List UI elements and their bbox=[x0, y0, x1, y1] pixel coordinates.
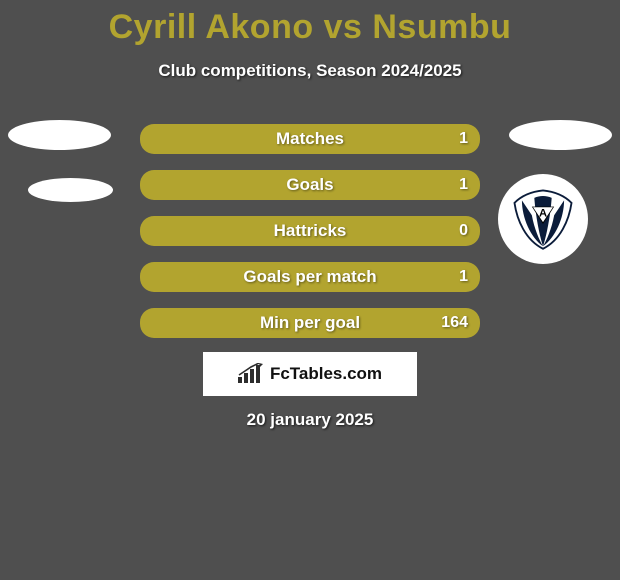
player2-avatar-placeholder bbox=[509, 120, 612, 150]
page-title: Cyrill Akono vs Nsumbu bbox=[0, 0, 620, 47]
vs-text: vs bbox=[324, 8, 363, 46]
player1-name: Cyrill Akono bbox=[109, 8, 314, 46]
stat-row: Goals per match1 bbox=[140, 262, 480, 292]
bar-chart-icon bbox=[238, 363, 264, 385]
player1-avatar-placeholder bbox=[8, 120, 111, 150]
comparison-card: Cyrill Akono vs Nsumbu Club competitions… bbox=[0, 0, 620, 580]
club-badge-icon: A bbox=[512, 188, 574, 250]
stat-label: Min per goal bbox=[140, 308, 480, 338]
brand-text: FcTables.com bbox=[270, 364, 382, 384]
stat-right-value: 0 bbox=[459, 216, 468, 246]
stat-label: Goals per match bbox=[140, 262, 480, 292]
stat-label: Hattricks bbox=[140, 216, 480, 246]
stat-right-value: 1 bbox=[459, 262, 468, 292]
stat-row: Matches1 bbox=[140, 124, 480, 154]
stat-label: Goals bbox=[140, 170, 480, 200]
date-label: 20 january 2025 bbox=[0, 410, 620, 430]
stat-label: Matches bbox=[140, 124, 480, 154]
svg-text:A: A bbox=[539, 208, 547, 220]
stat-row: Goals1 bbox=[140, 170, 480, 200]
stat-row: Hattricks0 bbox=[140, 216, 480, 246]
brand-badge[interactable]: FcTables.com bbox=[203, 352, 417, 396]
stat-right-value: 1 bbox=[459, 170, 468, 200]
player2-club-badge-container: A bbox=[498, 174, 588, 264]
stats-table: Matches1Goals1Hattricks0Goals per match1… bbox=[140, 124, 480, 354]
stat-right-value: 164 bbox=[441, 308, 468, 338]
stat-right-value: 1 bbox=[459, 124, 468, 154]
player2-name: Nsumbu bbox=[372, 8, 511, 46]
stat-row: Min per goal164 bbox=[140, 308, 480, 338]
subtitle: Club competitions, Season 2024/2025 bbox=[0, 61, 620, 81]
player1-club-placeholder bbox=[28, 178, 113, 202]
